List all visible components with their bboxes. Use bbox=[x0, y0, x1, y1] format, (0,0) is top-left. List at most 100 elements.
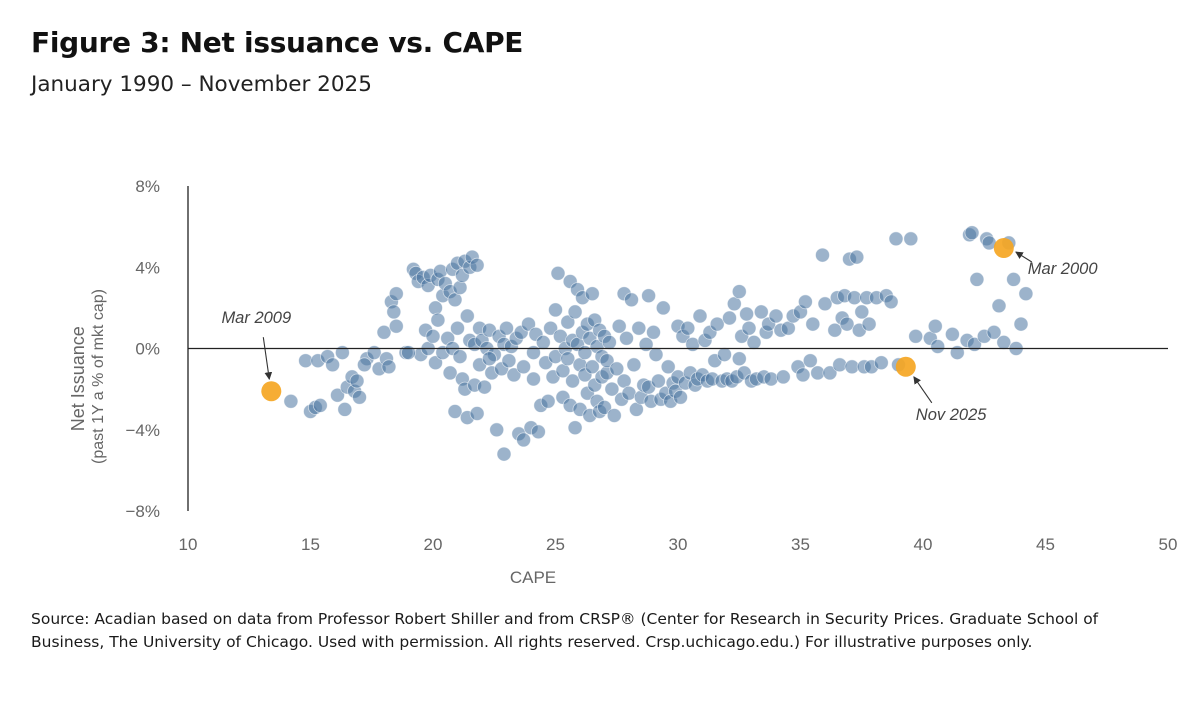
data-point bbox=[469, 257, 485, 273]
data-point bbox=[349, 373, 365, 389]
data-point bbox=[839, 316, 855, 332]
data-point bbox=[763, 371, 779, 387]
data-point bbox=[469, 406, 485, 421]
data-point bbox=[991, 298, 1007, 314]
annotation-arrow bbox=[913, 376, 933, 404]
data-point bbox=[854, 304, 870, 320]
data-point bbox=[499, 320, 514, 336]
data-point bbox=[337, 401, 353, 417]
data-point bbox=[506, 367, 522, 383]
data-point bbox=[567, 420, 583, 436]
data-point bbox=[680, 320, 696, 336]
data-point bbox=[624, 292, 639, 308]
data-point bbox=[560, 351, 576, 367]
annotation-arrow bbox=[262, 337, 273, 380]
data-point bbox=[325, 357, 341, 373]
x-tick-label: 45 bbox=[1036, 535, 1055, 554]
data-point bbox=[930, 339, 946, 354]
data-point bbox=[746, 334, 762, 350]
data-point bbox=[717, 347, 732, 363]
data-point bbox=[352, 389, 367, 405]
x-tick-label: 15 bbox=[301, 535, 320, 554]
data-point bbox=[428, 300, 443, 316]
data-point bbox=[805, 316, 821, 332]
y-tick-label: −8% bbox=[126, 502, 161, 521]
data-point bbox=[685, 336, 701, 352]
data-point bbox=[283, 393, 299, 409]
highlights-layer: Mar 2009 Mar 2000 Nov 2025 bbox=[221, 238, 1098, 424]
x-tick-label: 25 bbox=[546, 535, 565, 554]
y-tick-label: 4% bbox=[135, 258, 160, 277]
data-point bbox=[496, 446, 512, 462]
data-point bbox=[550, 265, 566, 281]
data-point bbox=[619, 330, 634, 346]
data-point bbox=[356, 357, 372, 373]
data-point bbox=[609, 361, 625, 377]
data-point bbox=[798, 294, 813, 310]
data-point bbox=[621, 385, 637, 401]
data-point bbox=[388, 318, 404, 334]
data-point bbox=[477, 379, 492, 395]
data-point bbox=[673, 389, 688, 405]
y-axis-label-line-1: Net Issuance bbox=[68, 326, 88, 431]
data-point bbox=[481, 351, 497, 367]
data-point bbox=[731, 284, 747, 300]
y-axis-label-line-2: (past 1Y a % of mkt cap) bbox=[90, 289, 107, 464]
data-point bbox=[312, 397, 328, 413]
data-point bbox=[775, 369, 791, 385]
axes-layer bbox=[187, 186, 1168, 511]
x-axis-label: CAPE bbox=[510, 568, 556, 587]
data-point bbox=[626, 357, 642, 373]
points-layer bbox=[283, 225, 1034, 462]
data-point bbox=[648, 347, 664, 363]
data-point bbox=[452, 349, 468, 365]
data-point bbox=[401, 345, 416, 361]
data-point bbox=[459, 308, 475, 324]
y-tick-label: 8% bbox=[135, 177, 160, 196]
data-point bbox=[334, 345, 350, 361]
data-point bbox=[602, 334, 617, 350]
x-tick-label: 50 bbox=[1159, 535, 1178, 554]
data-point bbox=[428, 355, 443, 371]
data-point bbox=[753, 304, 769, 320]
data-point bbox=[908, 328, 924, 344]
data-point bbox=[815, 247, 830, 263]
data-point bbox=[535, 334, 551, 350]
x-tick-label: 20 bbox=[424, 535, 443, 554]
data-point bbox=[822, 365, 838, 381]
data-point bbox=[888, 231, 904, 247]
data-point bbox=[651, 373, 666, 389]
data-point bbox=[381, 359, 397, 375]
data-point bbox=[599, 353, 615, 369]
data-point bbox=[986, 324, 1002, 340]
data-point bbox=[531, 424, 546, 440]
x-tick-label: 30 bbox=[669, 535, 688, 554]
x-tick-labels: 10 15 20 25 30 35 40 45 50 bbox=[179, 535, 1178, 554]
data-point bbox=[1018, 286, 1034, 302]
data-point bbox=[739, 306, 754, 322]
data-point bbox=[964, 225, 980, 241]
data-point bbox=[709, 316, 725, 332]
data-point bbox=[565, 373, 580, 389]
annotation-label: Nov 2025 bbox=[916, 406, 987, 424]
data-point bbox=[501, 353, 517, 369]
source-note: Source: Acadian based on data from Profe… bbox=[31, 610, 1099, 651]
data-point bbox=[969, 271, 985, 287]
y-tick-label: −4% bbox=[126, 421, 161, 440]
data-point bbox=[430, 312, 446, 328]
highlight-point bbox=[993, 238, 1014, 258]
data-point bbox=[425, 328, 441, 344]
data-point bbox=[927, 318, 943, 334]
data-point bbox=[832, 357, 848, 373]
annotation-label: Mar 2009 bbox=[221, 309, 291, 327]
data-point bbox=[386, 304, 402, 320]
data-point bbox=[330, 387, 345, 403]
page-subtitle: January 1990 – November 2025 bbox=[31, 72, 372, 97]
highlight-point bbox=[261, 381, 282, 402]
data-point bbox=[516, 432, 531, 448]
annotation-label: Mar 2000 bbox=[1028, 260, 1099, 278]
data-point bbox=[768, 308, 784, 324]
data-point bbox=[802, 353, 818, 369]
data-point bbox=[861, 316, 877, 332]
data-point bbox=[631, 320, 647, 336]
